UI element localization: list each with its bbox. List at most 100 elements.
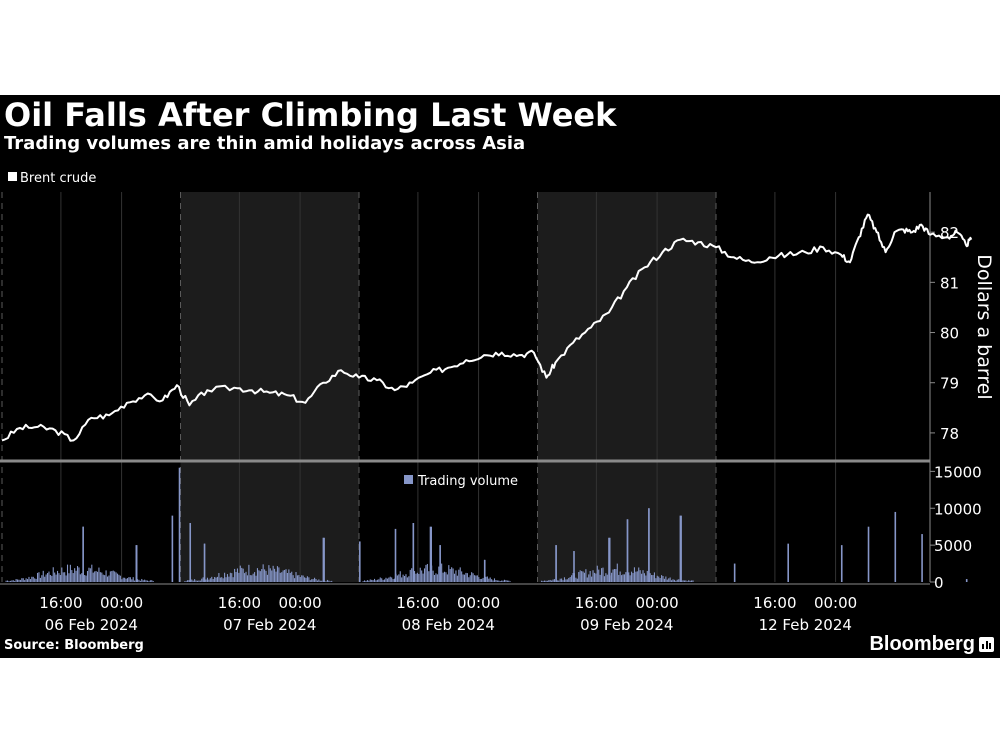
volume-bar xyxy=(24,580,26,582)
volume-bar xyxy=(438,566,440,582)
volume-bar xyxy=(72,573,74,582)
volume-bar xyxy=(138,579,140,582)
volume-bar xyxy=(680,515,682,582)
volume-bar xyxy=(79,574,81,582)
volume-bar xyxy=(46,573,49,582)
volume-bar xyxy=(88,567,90,582)
legend-volume: Trading volume xyxy=(404,474,518,489)
volume-bar xyxy=(98,567,100,582)
volume-bar xyxy=(548,580,550,582)
volume-bar xyxy=(429,526,431,582)
volume-bar xyxy=(408,576,410,582)
volume-bar xyxy=(542,581,544,582)
volume-bar xyxy=(363,580,366,582)
volume-bar xyxy=(96,571,99,582)
volume-bar xyxy=(305,577,307,582)
volume-bar xyxy=(546,580,548,582)
volume-bar xyxy=(18,579,20,582)
volume-bar xyxy=(101,572,103,582)
volume-bar xyxy=(74,568,76,582)
legend-brent-label: Brent crude xyxy=(20,171,96,186)
volume-bar xyxy=(216,576,219,582)
volume-bar xyxy=(651,574,653,582)
axes: 78 79 80 81 82 0 5000 10000 15000 16:00 00:00 16:00… xyxy=(39,224,981,634)
volume-bar xyxy=(585,569,587,582)
volume-bar xyxy=(228,576,230,582)
volume-bar xyxy=(672,579,674,582)
volume-bar xyxy=(623,574,625,582)
volume-bar xyxy=(840,545,843,582)
volume-tick-label: 15000 xyxy=(934,463,982,481)
volume-bar xyxy=(605,573,607,582)
volume-bar xyxy=(503,579,506,582)
volume-bar xyxy=(415,573,417,582)
volume-bar xyxy=(152,581,154,582)
volume-bar xyxy=(118,574,120,582)
volume-bar xyxy=(279,572,281,582)
volume-bar xyxy=(111,571,113,582)
volume-bar xyxy=(236,568,239,582)
volume-bar xyxy=(112,570,114,582)
volume-bar xyxy=(22,578,24,582)
volume-bar xyxy=(272,565,274,582)
volume-bar xyxy=(598,569,600,582)
volume-bar xyxy=(559,578,561,582)
volume-bar xyxy=(459,567,461,582)
volume-bar xyxy=(298,575,300,582)
volume-bar xyxy=(368,580,370,582)
volume-bar xyxy=(132,577,134,582)
volume-bar xyxy=(262,564,264,582)
volume-bar xyxy=(451,567,453,582)
volume-bar xyxy=(646,570,648,582)
volume-bar xyxy=(921,534,923,582)
volume-bar xyxy=(116,573,119,582)
volume-bar xyxy=(326,579,328,582)
volume-bar xyxy=(26,579,29,582)
date-tick-label: 06 Feb 2024 xyxy=(45,616,138,634)
volume-bar xyxy=(52,567,54,582)
volume-tick-label: 0 xyxy=(934,574,944,592)
volume-bar xyxy=(653,572,655,582)
volume-bar xyxy=(435,573,437,582)
volume-bar xyxy=(122,577,124,582)
volume-bar xyxy=(104,575,106,582)
volume-bar xyxy=(508,580,510,582)
volume-bar xyxy=(493,578,496,582)
volume-bar xyxy=(402,574,404,582)
volume-bar xyxy=(581,571,583,582)
volume-bar xyxy=(430,526,432,582)
volume-bar xyxy=(629,575,631,582)
volume-bar xyxy=(486,576,488,582)
legend-brent-swatch xyxy=(8,172,17,181)
volume-bar xyxy=(222,578,224,582)
volume-bar xyxy=(558,580,560,582)
volume-bar xyxy=(315,579,317,582)
volume-bar xyxy=(144,579,146,582)
volume-bar xyxy=(372,580,374,582)
volume-bar xyxy=(473,575,476,582)
volume-bar xyxy=(359,541,361,582)
volume-bar xyxy=(422,573,424,582)
volume-bar xyxy=(392,579,394,582)
volume-bar xyxy=(639,570,641,582)
volume-bar xyxy=(56,570,59,582)
volume-bar xyxy=(264,569,266,582)
volume-bar xyxy=(124,577,126,582)
volume-bar xyxy=(328,580,330,582)
price-tick-label: 82 xyxy=(940,224,959,242)
volume-bar xyxy=(171,515,174,582)
volume-bar xyxy=(276,566,278,582)
volume-bar xyxy=(733,563,736,582)
volume-bar xyxy=(139,580,141,582)
volume-bar xyxy=(439,545,441,582)
volume-bar xyxy=(572,573,574,582)
price-tick-label: 80 xyxy=(940,325,959,343)
volume-bar xyxy=(606,574,608,582)
volume-bar xyxy=(64,572,66,582)
volume-bar xyxy=(248,564,250,582)
time-tick-label: 00:00 xyxy=(457,594,500,612)
volume-bar xyxy=(599,574,601,582)
price-tick-label: 78 xyxy=(940,425,959,443)
brand-wordmark: Bloomberg xyxy=(869,633,975,655)
volume-bar xyxy=(316,580,318,582)
